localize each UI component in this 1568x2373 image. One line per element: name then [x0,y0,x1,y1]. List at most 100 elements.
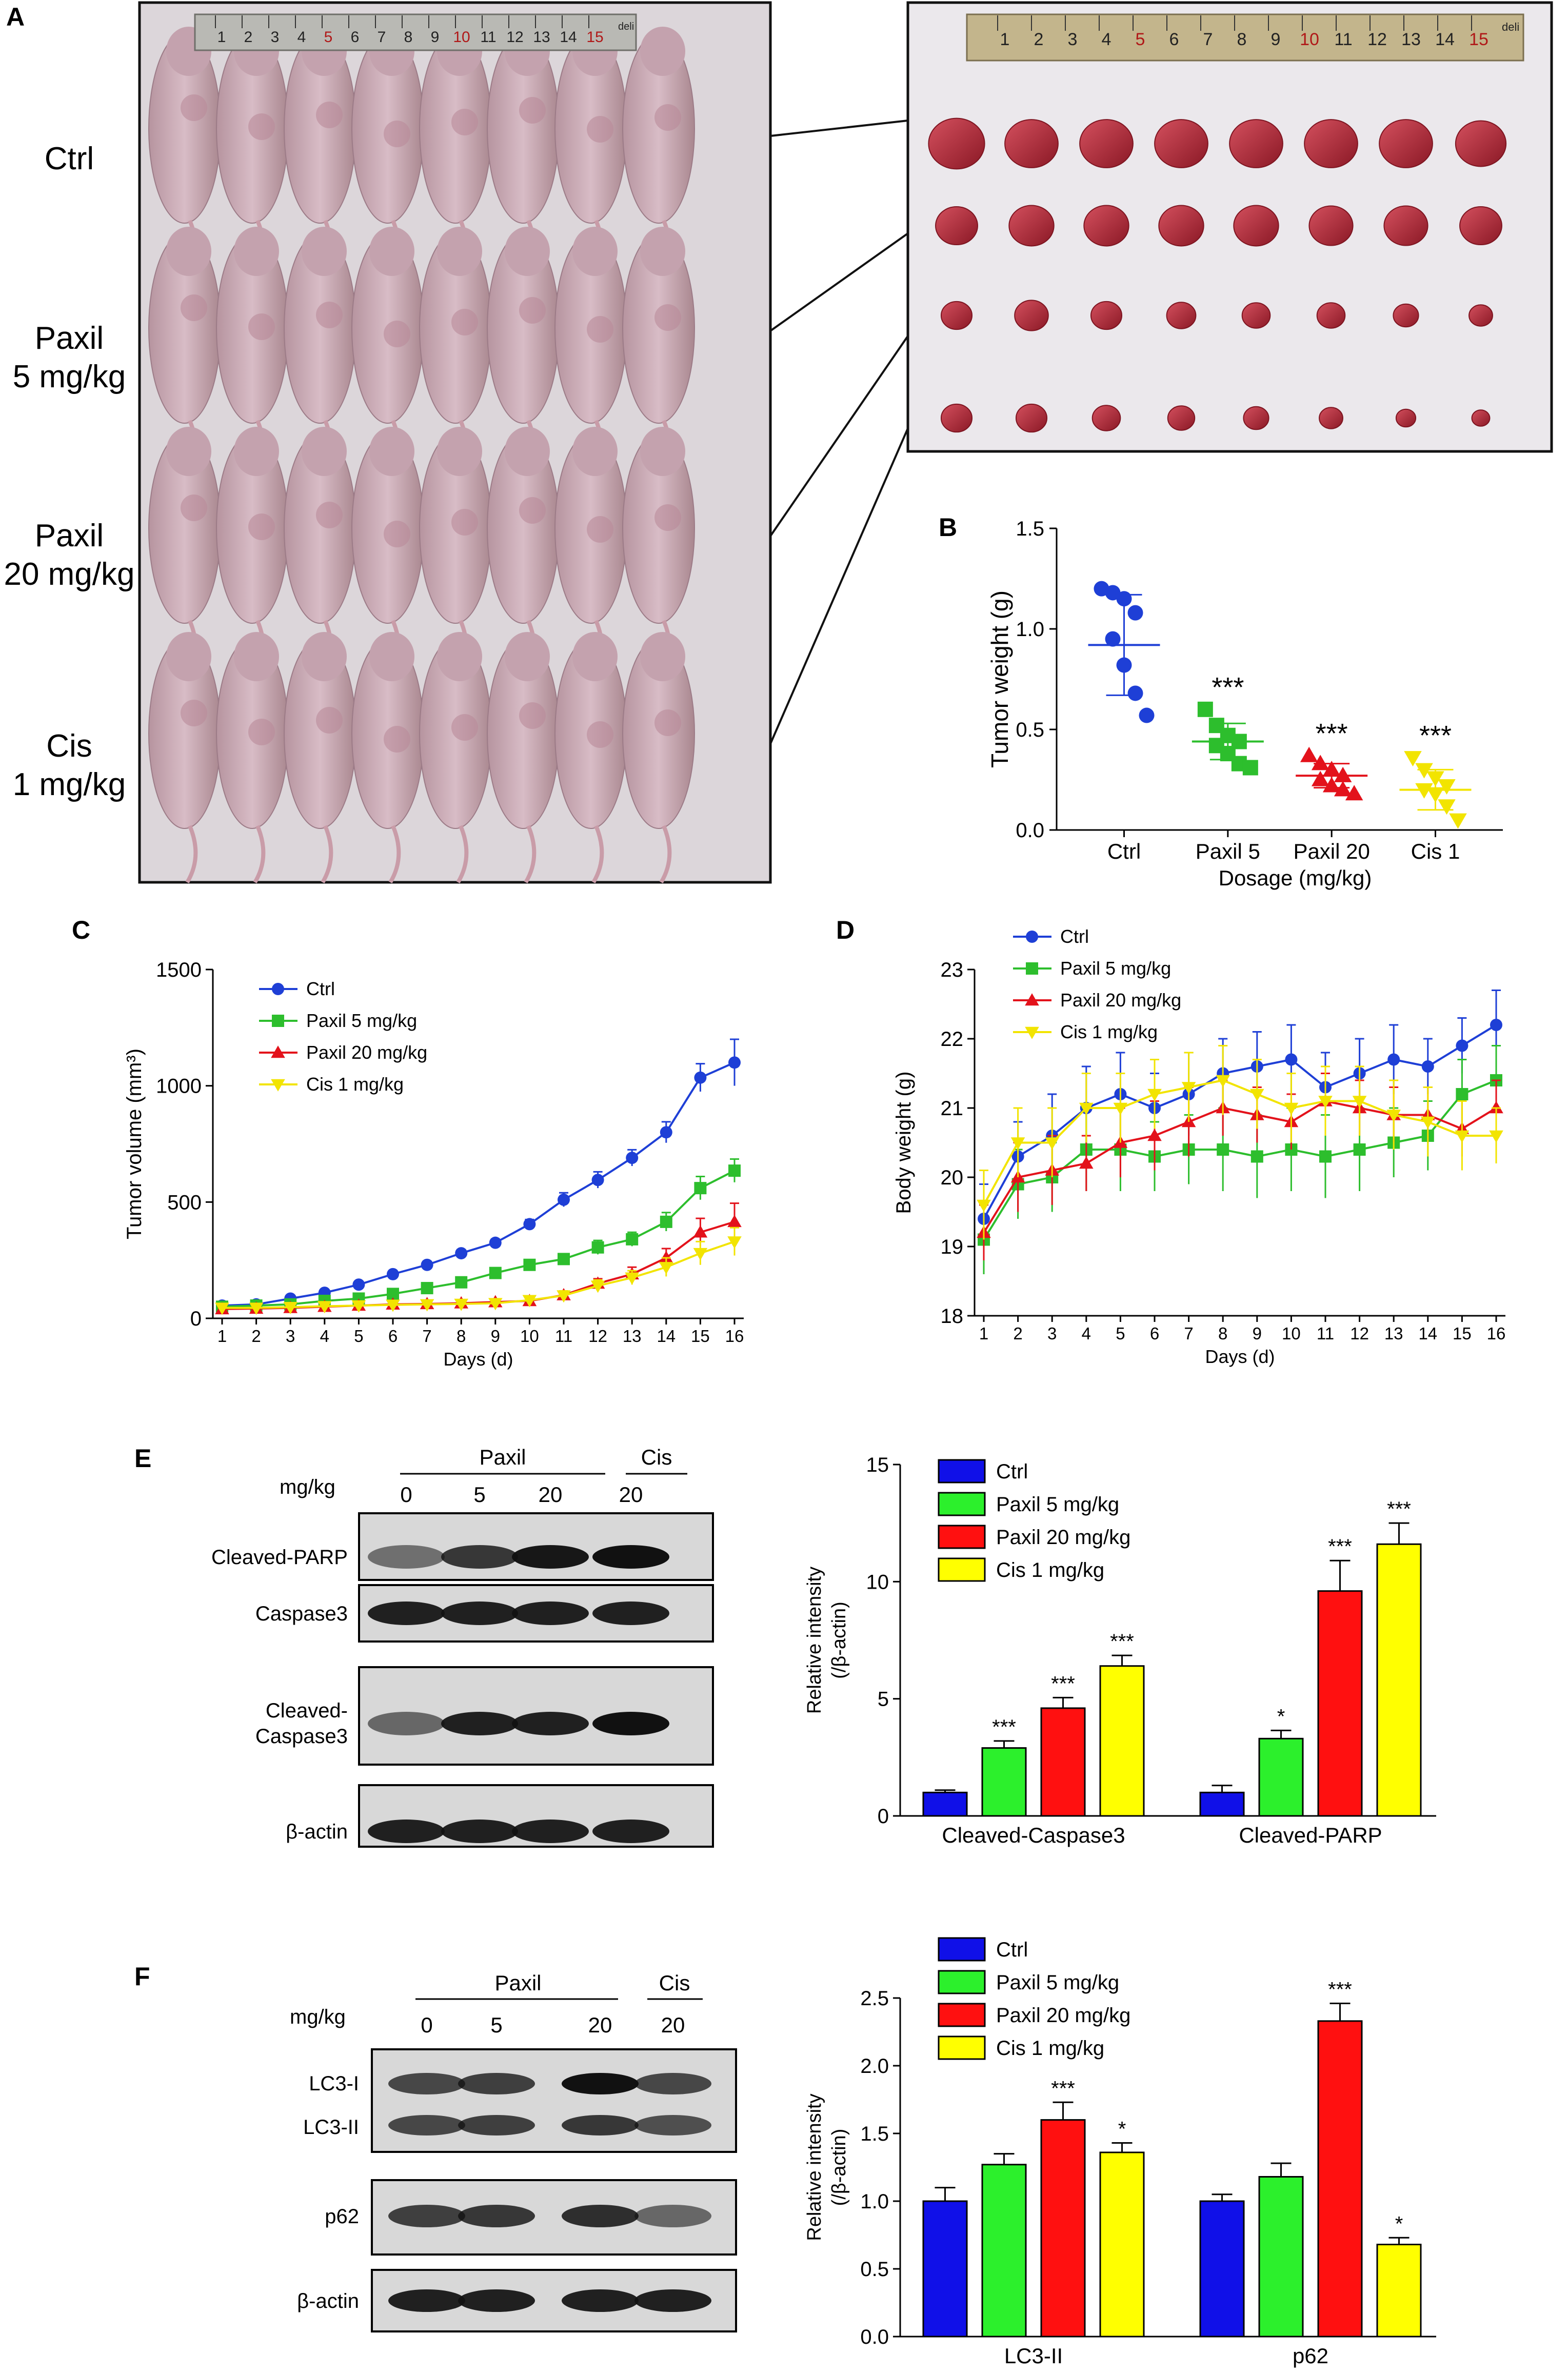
x-tick-label: 9 [491,1327,500,1346]
legend-swatch [938,1970,986,1994]
y-axis-title: Relative intensity [804,1567,825,1714]
legend-label: Paxil 20 mg/kg [996,2004,1130,2027]
data-point [421,1282,433,1295]
x-tick-label: 15 [691,1327,710,1346]
x-tick-label: 10 [520,1327,539,1346]
ruler-label: 13 [533,29,550,46]
mouse-tail [253,825,266,884]
band [592,1820,669,1843]
bar [1258,2176,1304,2338]
ruler-brand: deli [1502,21,1519,33]
band [458,2115,535,2135]
data-point [1251,1150,1263,1163]
tumor [1083,205,1129,247]
mouse [216,427,289,679]
panel-a-group-labels: Ctrl Paxil 5 mg/kg Paxil 20 mg/kg Cis 1 … [4,141,134,802]
tumor [1079,119,1134,168]
x-tick-label: 6 [1150,1324,1159,1343]
legend-swatch [938,2003,986,2027]
x-tick-label: 2 [1013,1324,1022,1343]
y-axis-title: Tumor weight (g) [986,590,1013,768]
data-point [1353,1143,1366,1156]
data-point [558,1253,570,1265]
band [592,1601,669,1625]
data-point [557,1290,571,1303]
mouse-tail [659,825,672,884]
mouse-tail [591,825,604,884]
data-point [1387,1053,1400,1066]
x-tick-label: 10 [1282,1324,1301,1343]
data-point [1386,1110,1401,1122]
significance-label: *** [1419,720,1452,751]
band [388,2115,465,2135]
legend-label: Ctrl [996,1460,1028,1483]
ruler-label: 5 [1136,30,1145,49]
ruler-label: 1 [1000,30,1010,49]
data-point [1105,631,1121,647]
data-point [1456,1039,1468,1052]
legend-marker [1026,931,1038,943]
chart-autophagy-intensity: 0.0 0.5 1.0 1.5 2.0 2.5 Relative intensity (/β-… [804,1937,1436,2368]
legend-label: Ctrl [1060,926,1089,947]
x-tick-label: 9 [1253,1324,1262,1343]
legend-label: Ctrl [306,978,335,999]
panel-letter-c: C [72,916,90,944]
band [458,2205,535,2227]
mouse [419,632,492,884]
series-line [983,1079,1496,1205]
mouse-head [234,632,279,681]
data-point [1217,1143,1229,1156]
x-tick-label: 13 [623,1327,642,1346]
tumor [1468,304,1493,327]
data-point [1127,605,1143,621]
mouse [148,427,221,679]
tumor [940,403,973,433]
legend-label: Paxil 5 mg/kg [306,1010,417,1031]
bar [1040,2119,1086,2338]
ruler-label: 6 [351,29,360,46]
band [368,1601,445,1625]
dose-unit-label: mg/kg [280,1476,335,1498]
x-tick-label: Ctrl [1107,839,1141,863]
legend-marker [1025,1026,1039,1039]
mouse-tumor-bump [519,702,546,729]
significance-label: *** [1316,718,1348,749]
bar [1376,1543,1422,1817]
legend-swatch [938,1492,986,1516]
bar [922,2200,968,2338]
bar [1317,1590,1363,1817]
legend-marker [271,1079,285,1092]
significance-label: *** [992,1716,1016,1738]
connector-lines [769,120,909,744]
data-point [1334,781,1352,797]
x-tick-label: 16 [1487,1324,1506,1343]
mouse [622,27,695,279]
mouse [284,632,356,884]
blot-row-label: Cleaved- [266,1699,348,1722]
significance-label: *** [1212,672,1244,703]
ruler-label: 15 [1469,30,1488,49]
data-point [1311,755,1329,770]
ruler-label: 8 [404,29,413,46]
y-tick-label: 2.0 [860,2055,889,2078]
tumor [935,206,978,246]
ruler-label: 7 [1203,30,1213,49]
western-blot-e: Paxil Cis mg/kg 0 5 20 20 Cleaved-PARP Caspase3 C… [211,1445,714,1848]
x-tick-label: Paxil 5 [1196,839,1260,863]
data-point [420,1299,434,1312]
mouse-tumor-bump [519,297,546,324]
data-point [454,1298,468,1311]
x-tick-label: 7 [1184,1324,1193,1343]
data-point [590,1280,605,1293]
data-point [523,1218,536,1231]
ruler-label: 2 [244,29,253,46]
connector-row1 [770,120,908,137]
mouse-tumor-bump [248,513,275,540]
ruler-label: 15 [586,29,603,46]
series: Paxil 20 mg/kg [215,1042,742,1315]
mouse-head [505,227,550,276]
